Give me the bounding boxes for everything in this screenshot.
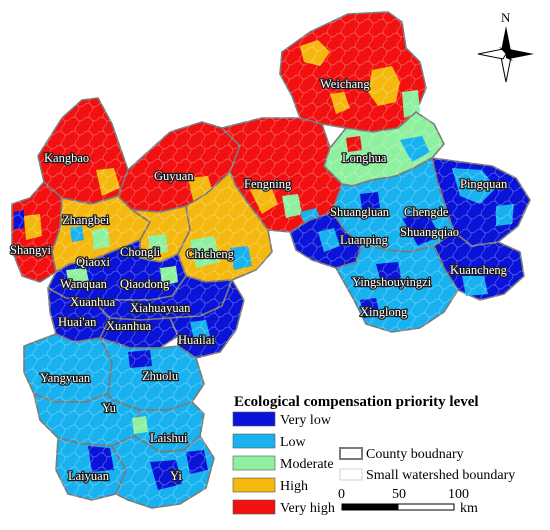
legend-item-county-boundary: County boudnary bbox=[339, 447, 464, 462]
label-xuanhua: Xuanhua bbox=[70, 295, 116, 309]
legend-item-low: Low bbox=[232, 433, 307, 450]
label-qiaodong: Qiaodong bbox=[120, 277, 170, 291]
label-kuancheng: Kuancheng bbox=[450, 263, 508, 277]
label-xiahuayuan: Xiahuayuan bbox=[130, 301, 191, 315]
legend-label-watershed-boundary: Small watershed boundary bbox=[366, 468, 515, 483]
label-chengde: Chengde bbox=[404, 205, 449, 219]
legend-label-moderate: Moderate bbox=[280, 457, 334, 472]
compass-rose-icon: N bbox=[477, 10, 534, 83]
region-yangyuan[interactable] bbox=[23, 333, 113, 403]
label-yangyuan: Yangyuan bbox=[40, 371, 91, 385]
scale-tick-100: 100 bbox=[448, 487, 469, 502]
scale-unit: km bbox=[460, 501, 478, 516]
legend-title: Ecological compensation priority level bbox=[234, 394, 479, 410]
county-labels: Weichang Kangbao Guyuan Fengning Longhua… bbox=[9, 76, 509, 484]
label-laiyuan: Laiyuan bbox=[68, 469, 110, 483]
scale-tick-0: 0 bbox=[338, 487, 345, 502]
legend-item-high: High bbox=[232, 477, 308, 494]
label-fengning: Fengning bbox=[244, 177, 292, 191]
label-yu: Yu bbox=[102, 401, 117, 415]
label-laishui: Laishui bbox=[150, 431, 188, 445]
label-wanquan: Wanquan bbox=[60, 277, 108, 291]
label-pingquan: Pingquan bbox=[460, 177, 508, 191]
label-luanping: Luanping bbox=[340, 233, 389, 247]
label-huailai: Huailai bbox=[178, 333, 215, 347]
label-kangbao: Kangbao bbox=[44, 151, 89, 165]
legend-label-very-high: Very high bbox=[280, 501, 335, 516]
label-zhangbei: Zhangbei bbox=[62, 213, 110, 227]
label-xuanhua-south: Xuanhua bbox=[106, 319, 152, 333]
legend-label-very-low: Very low bbox=[280, 413, 332, 428]
scale-bar: 0 50 100 km bbox=[338, 487, 478, 516]
label-chongli: Chongli bbox=[120, 245, 161, 259]
label-yingshouyingzi: Yingshouyingzi bbox=[352, 275, 432, 289]
label-longhua: Longhua bbox=[342, 151, 387, 165]
label-yi: Yi bbox=[170, 469, 182, 483]
label-chicheng: Chicheng bbox=[186, 247, 235, 261]
label-shuangqiao: Shuangqiao bbox=[400, 225, 459, 239]
scale-tick-50: 50 bbox=[392, 487, 406, 502]
label-shangyi: Shangyi bbox=[10, 243, 52, 257]
label-guyuan: Guyuan bbox=[154, 169, 194, 183]
label-weichang: Weichang bbox=[320, 77, 370, 91]
label-qiaoxi: Qiaoxi bbox=[76, 255, 111, 269]
label-zhuolu: Zhuolu bbox=[142, 369, 179, 383]
legend-item-watershed-boundary: Small watershed boundary bbox=[339, 468, 515, 483]
label-xinglong: Xinglong bbox=[360, 305, 408, 319]
legend-label-high: High bbox=[280, 479, 308, 494]
legend-item-very-high: Very high bbox=[232, 499, 335, 516]
label-shuangluan: Shuangluan bbox=[330, 205, 390, 219]
legend: Ecological compensation priority level V… bbox=[232, 394, 515, 516]
label-huaian: Huai'an bbox=[58, 315, 97, 329]
north-label: N bbox=[501, 10, 511, 25]
legend-item-very-low: Very low bbox=[232, 411, 332, 428]
legend-label-county-boundary: County boudnary bbox=[366, 447, 464, 462]
legend-label-low: Low bbox=[280, 435, 307, 450]
legend-item-moderate: Moderate bbox=[232, 455, 334, 472]
